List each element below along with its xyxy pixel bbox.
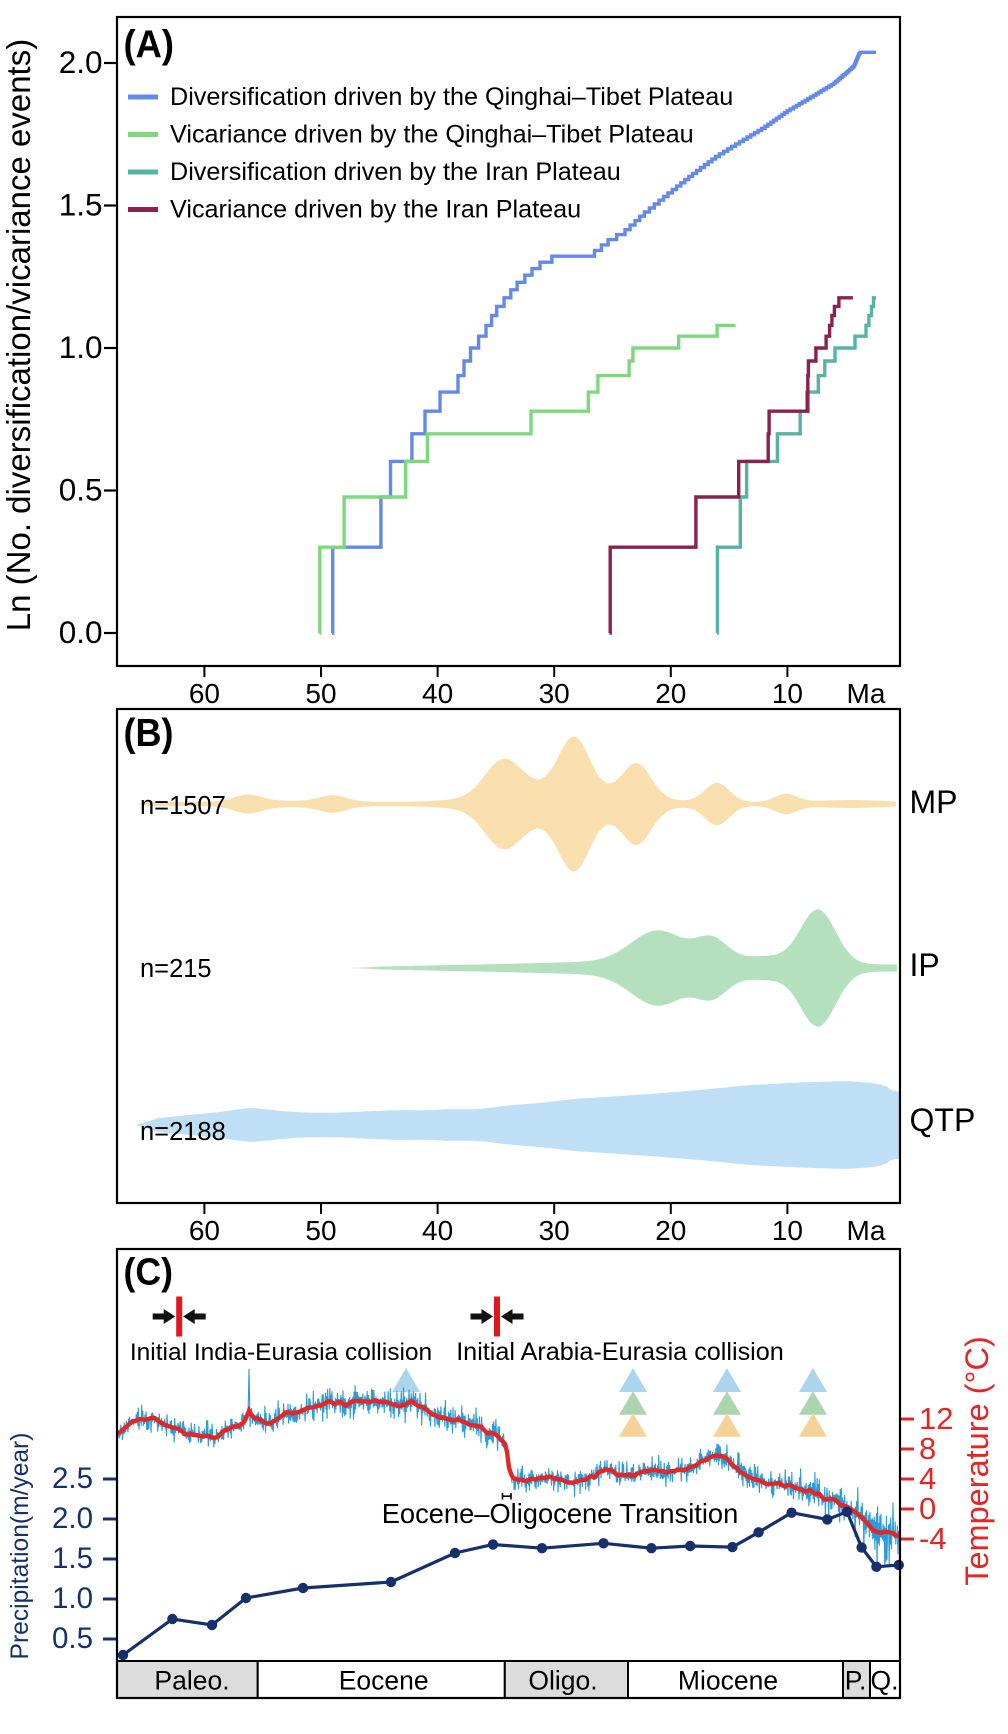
svg-text:0.0: 0.0 [59,614,103,650]
svg-text:n=215: n=215 [140,955,212,983]
svg-text:Eocene: Eocene [339,1666,429,1696]
svg-text:30: 30 [539,678,570,709]
svg-text:60: 60 [189,1215,220,1246]
svg-text:1.0: 1.0 [59,329,103,365]
svg-text:P.: P. [845,1666,867,1696]
svg-text:Paleo.: Paleo. [154,1666,229,1696]
svg-text:4: 4 [919,1461,936,1496]
svg-text:Vicariance driven by the Iran: Vicariance driven by the Iran Plateau [170,196,581,224]
svg-text:10: 10 [772,1215,803,1246]
svg-text:Temperature (°C): Temperature (°C) [959,1336,995,1586]
svg-text:Eocene–Oligocene Transition: Eocene–Oligocene Transition [382,1498,739,1529]
svg-text:Oligo.: Oligo. [528,1666,597,1696]
svg-text:Diversification driven by the: Diversification driven by the Qinghai–Ti… [170,83,733,111]
svg-text:Ma: Ma [847,1215,886,1246]
svg-text:2.5: 2.5 [52,1462,93,1495]
svg-text:Ma: Ma [847,678,886,709]
svg-text:0: 0 [919,1491,936,1526]
svg-text:Ln (No. diversification/vicari: Ln (No. diversification/vicariance event… [0,39,37,631]
svg-text:(A): (A) [124,24,175,67]
svg-text:60: 60 [189,678,220,709]
svg-text:20: 20 [655,1215,686,1246]
svg-text:Initial Arabia-Eurasia collisi: Initial Arabia-Eurasia collision [456,1338,784,1366]
svg-text:40: 40 [422,1215,453,1246]
svg-text:8: 8 [919,1431,936,1466]
svg-text:1.0: 1.0 [52,1582,93,1615]
svg-text:50: 50 [305,1215,336,1246]
svg-text:2.0: 2.0 [59,44,103,80]
svg-text:(B): (B) [124,712,174,755]
svg-text:50: 50 [305,678,336,709]
svg-text:0.5: 0.5 [59,472,103,508]
svg-text:Miocene: Miocene [678,1666,778,1696]
svg-text:20: 20 [655,678,686,709]
svg-text:2.0: 2.0 [52,1502,93,1535]
svg-text:Precipitation(m/year): Precipitation(m/year) [7,1433,34,1660]
svg-text:Initial India-Eurasia collisio: Initial India-Eurasia collision [130,1339,432,1366]
svg-text:Vicariance driven by the Qingh: Vicariance driven by the Qinghai–Tibet P… [170,121,694,149]
svg-text:0.5: 0.5 [52,1622,93,1655]
svg-text:1.5: 1.5 [59,187,103,223]
svg-text:40: 40 [422,678,453,709]
svg-text:n=2188: n=2188 [140,1118,226,1146]
svg-text:MP: MP [910,784,958,820]
svg-text:Diversification driven by the: Diversification driven by the Iran Plate… [170,158,621,186]
svg-text:-4: -4 [919,1521,947,1556]
svg-text:(C): (C) [124,1252,174,1294]
svg-text:QTP: QTP [910,1102,976,1138]
svg-text:1.5: 1.5 [52,1542,93,1575]
svg-text:Q.: Q. [871,1666,899,1696]
svg-text:12: 12 [919,1401,953,1436]
svg-text:10: 10 [772,678,803,709]
svg-text:n=1507: n=1507 [140,792,226,820]
svg-text:30: 30 [539,1215,570,1246]
svg-text:IP: IP [910,947,940,983]
